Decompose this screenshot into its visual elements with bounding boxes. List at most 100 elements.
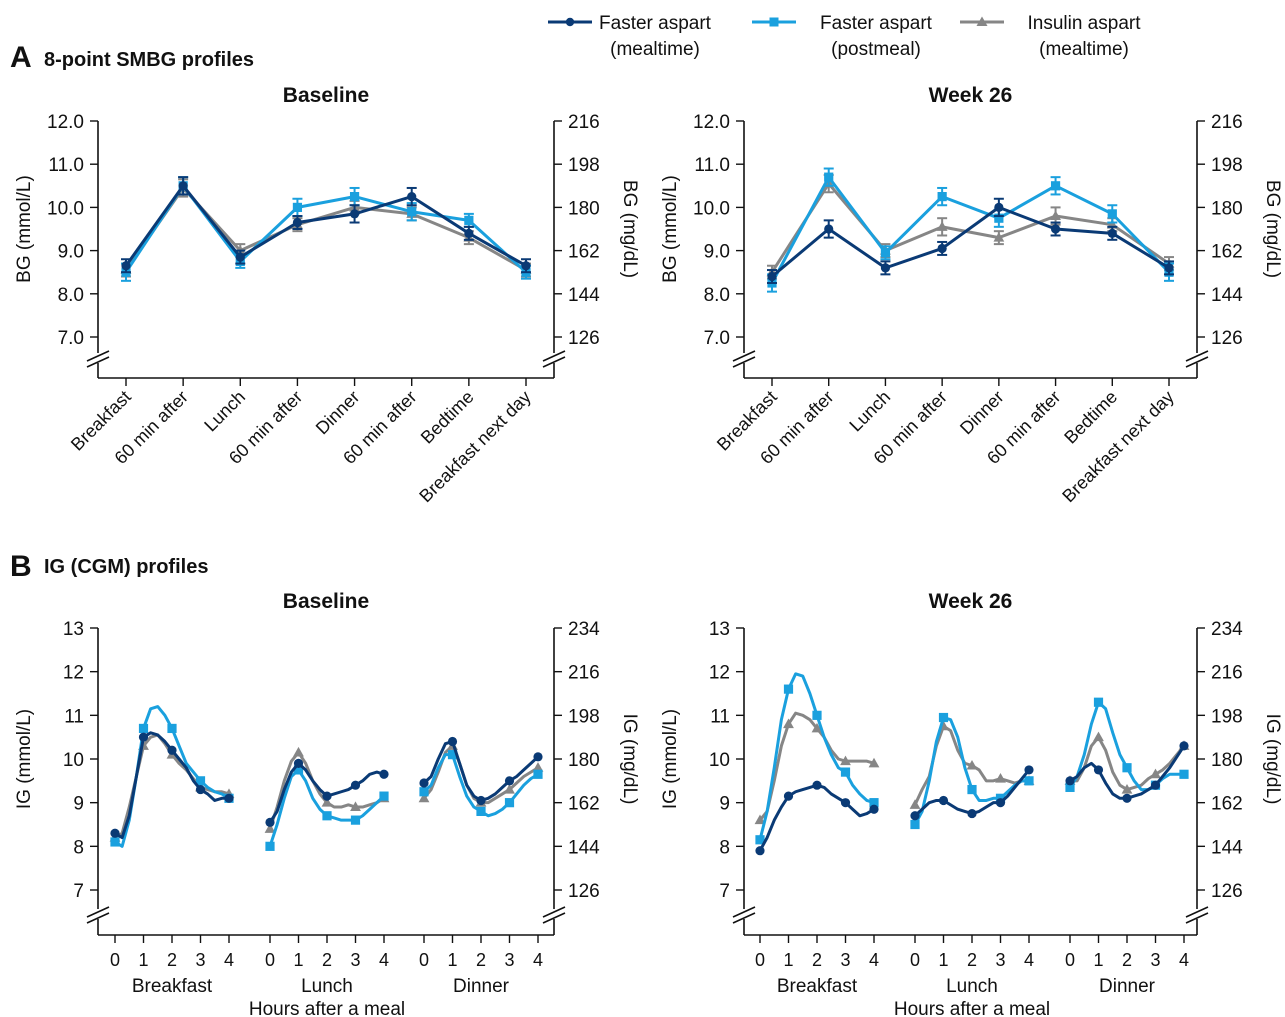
left-axis-break-slash-2 <box>732 912 756 924</box>
legend-marker-0 <box>565 17 575 27</box>
x-tick-label: 3 <box>504 950 514 970</box>
data-point <box>379 769 389 779</box>
panel-title: Week 26 <box>929 590 1013 613</box>
series-0 <box>121 176 531 274</box>
data-point <box>464 228 474 238</box>
legend-label-1-line2: (postmeal) <box>831 39 921 60</box>
data-point <box>994 202 1004 212</box>
left-axis-break-slash-2 <box>732 356 756 368</box>
left-tick-label: 12 <box>709 663 730 684</box>
series-line-1 <box>913 716 1029 826</box>
data-point <box>322 811 332 821</box>
data-point <box>840 755 851 766</box>
y-axis-title: IG (mmol/L) <box>660 709 681 809</box>
panel-title: Baseline <box>283 590 369 613</box>
data-point <box>1164 263 1174 273</box>
data-point <box>195 784 206 795</box>
left-axis-break-gap <box>733 353 755 363</box>
x-tick-label: 0 <box>419 950 429 970</box>
data-point <box>995 773 1006 783</box>
left-tick-label: 8 <box>719 837 730 858</box>
left-tick-label: 9.0 <box>58 242 84 263</box>
data-point <box>379 791 389 801</box>
left-tick-label: 13 <box>63 619 84 640</box>
data-point <box>292 217 303 228</box>
y2-axis-title: BG (mg/dL) <box>619 180 640 278</box>
data-point <box>532 762 544 772</box>
x-tick-label: 1 <box>138 950 148 970</box>
legend-item-faster-aspart-postmeal: Faster aspart (postmeal) <box>752 13 933 60</box>
left-tick-label: 9 <box>719 794 730 815</box>
data-point <box>350 780 361 790</box>
data-point <box>407 207 417 217</box>
data-point <box>418 792 430 803</box>
data-point <box>322 791 332 801</box>
data-point <box>966 759 978 770</box>
data-point <box>1050 181 1061 191</box>
right-tick-label: 216 <box>1211 112 1243 133</box>
y-axis-title: IG (mmol/L) <box>14 709 35 809</box>
x-tick-label: 1 <box>938 950 948 970</box>
data-point <box>110 837 120 847</box>
left-tick-label: 10 <box>709 750 730 771</box>
smbg-week26-panel: 7.0 126 8.0 144 9.0 162 10.0 180 11.0 198 12.0 216 B… <box>660 84 1283 506</box>
data-point <box>910 811 920 821</box>
data-point <box>292 202 303 212</box>
smbg-baseline-panel: 7.0 126 8.0 144 9.0 162 10.0 180 11.0 198 12.0 216 B… <box>14 84 640 506</box>
x-tick-label: 0 <box>910 950 920 970</box>
data-point <box>995 798 1006 808</box>
x-tick-label: 2 <box>167 950 177 970</box>
series-0 <box>755 741 1189 856</box>
meal-label: Breakfast <box>132 976 213 997</box>
right-tick-label: 126 <box>568 881 600 902</box>
data-point <box>938 712 949 723</box>
right-tick-label: 126 <box>1211 328 1243 349</box>
left-tick-label: 9 <box>73 794 84 815</box>
data-point <box>1107 228 1117 238</box>
right-axis-break-slash-2 <box>1185 912 1209 924</box>
right-axis-break-gap <box>543 353 565 363</box>
right-tick-label: 144 <box>568 837 600 858</box>
right-tick-label: 126 <box>568 328 600 349</box>
left-axis-break-slash-1 <box>732 906 756 918</box>
left-tick-label: 12.0 <box>693 112 730 133</box>
data-point <box>1093 697 1104 707</box>
data-point <box>1179 769 1189 779</box>
x-tick-label: 3 <box>195 950 205 970</box>
data-point <box>476 806 486 816</box>
data-point <box>419 778 429 788</box>
right-tick-label: 216 <box>568 663 600 684</box>
legend-marker-1 <box>769 17 779 27</box>
data-point <box>504 798 515 808</box>
left-axis-break-slash-1 <box>86 350 110 362</box>
x-tick-label: 1 <box>293 950 303 970</box>
data-point <box>994 213 1004 223</box>
right-axis-break-gap <box>1186 353 1208 363</box>
data-point <box>138 732 149 742</box>
left-tick-label: 10 <box>63 750 84 771</box>
left-tick-label: 8.0 <box>704 285 730 306</box>
right-tick-label: 180 <box>568 198 600 219</box>
x-tick-label: 1 <box>1093 950 1103 970</box>
right-tick-label: 180 <box>1211 198 1243 219</box>
right-axis-break-slash-1 <box>542 350 566 362</box>
section-a-title: 8-point SMBG profiles <box>44 49 254 71</box>
data-point <box>447 736 458 747</box>
data-point <box>938 795 949 806</box>
data-point <box>880 248 891 258</box>
x-tick-label: 0 <box>1065 950 1075 970</box>
data-point <box>755 846 765 856</box>
y2-axis-title: IG (mg/dL) <box>1262 714 1283 805</box>
series-line-2 <box>422 740 540 802</box>
data-point <box>1093 731 1104 742</box>
legend-label-2-line1: Insulin aspart <box>1027 13 1141 34</box>
panel-title: Baseline <box>283 84 369 107</box>
series-line <box>124 186 527 272</box>
data-point <box>1093 765 1104 775</box>
x-tick-label: 2 <box>812 950 822 970</box>
series-line-0 <box>758 783 875 852</box>
left-axis-break <box>732 350 756 368</box>
left-axis-break-gap <box>733 909 755 919</box>
left-tick-label: 11 <box>710 706 730 727</box>
x-tick-label: 4 <box>1024 950 1034 970</box>
